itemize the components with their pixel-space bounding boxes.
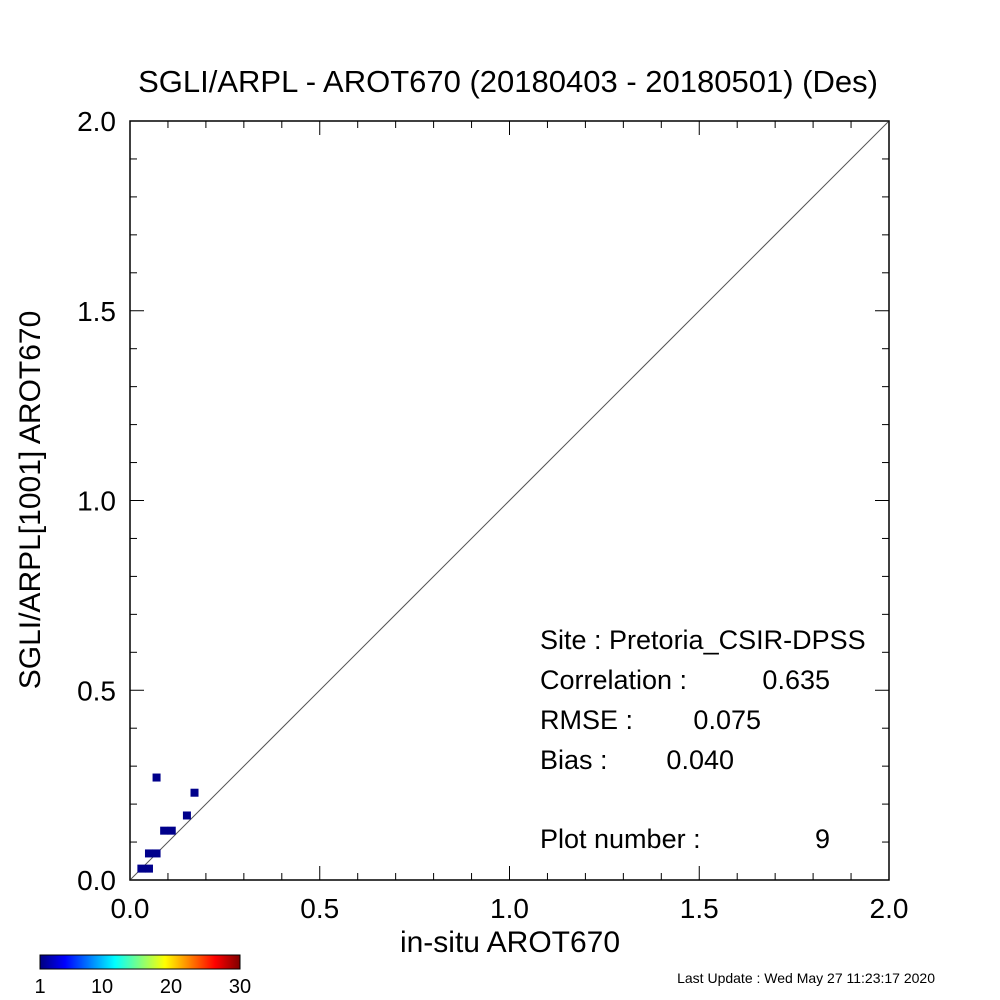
one-to-one-line (129, 120, 890, 881)
rmse-label: RMSE : (540, 705, 633, 735)
y-tick-label: 1.5 (77, 296, 116, 327)
correlation-label: Correlation : (540, 665, 687, 695)
x-tick-label: 0.0 (111, 893, 150, 924)
x-tick-label: 2.0 (870, 893, 909, 924)
colorbar-tick-label: 1 (34, 976, 45, 998)
colorbar-gradient (39, 954, 241, 970)
colorbar-tick-label: 20 (160, 976, 182, 998)
colorbar: 1 10 20 30 (34, 954, 251, 998)
data-point (144, 864, 153, 873)
data-point (137, 864, 146, 873)
y-tick-label: 1.0 (77, 486, 116, 517)
data-point (182, 811, 191, 820)
stats-box: Site : Pretoria_CSIR-DPSS Correlation : … (540, 625, 866, 854)
x-tick-label: 1.5 (680, 893, 719, 924)
data-point (152, 773, 161, 782)
bias-value: 0.040 (666, 745, 734, 775)
y-axis-label: SGLI/ARPL[1001] AROT670 (14, 311, 47, 690)
data-point (144, 849, 153, 858)
plot-number-label: Plot number : (540, 824, 701, 854)
y-tick-label: 2.0 (77, 106, 116, 137)
x-axis-label: in-situ AROT670 (400, 926, 620, 959)
data-points (137, 773, 199, 873)
y-tick-label: 0.0 (77, 865, 116, 896)
x-tick-label: 1.0 (490, 893, 529, 924)
x-tick-labels: 0.0 0.5 1.0 1.5 2.0 (111, 893, 909, 924)
correlation-value: 0.635 (762, 665, 830, 695)
plot-number-value: 9 (815, 824, 830, 854)
last-update-text: Last Update : Wed May 27 11:23:17 2020 (677, 970, 935, 986)
x-tick-label: 0.5 (300, 893, 339, 924)
axis-ticks (129, 120, 890, 881)
chart-title: SGLI/ARPL - AROT670 (20180403 - 20180501… (138, 64, 878, 99)
colorbar-tick-label: 10 (91, 976, 113, 998)
rmse-value: 0.075 (693, 705, 761, 735)
y-tick-labels: 0.0 0.5 1.0 1.5 2.0 (77, 106, 116, 896)
site-text: Site : Pretoria_CSIR-DPSS (540, 625, 866, 655)
bias-label: Bias : (540, 745, 608, 775)
colorbar-tick-label: 30 (229, 976, 251, 998)
data-point (190, 788, 199, 797)
data-point (167, 826, 176, 835)
data-point (160, 826, 169, 835)
colorbar-tick-labels: 1 10 20 30 (34, 976, 251, 998)
y-tick-label: 0.5 (77, 675, 116, 706)
data-point (152, 849, 161, 858)
